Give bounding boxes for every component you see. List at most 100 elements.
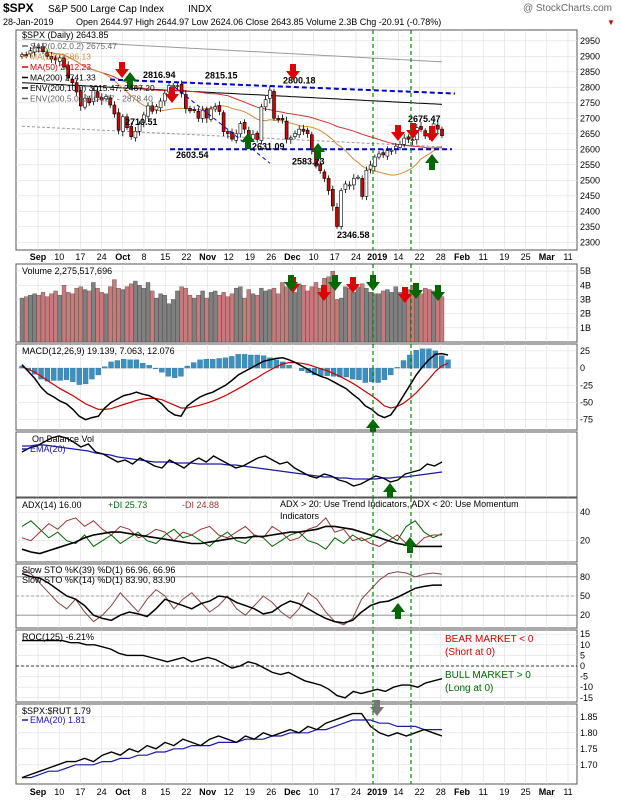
volume-bar — [158, 293, 163, 343]
price-candle — [171, 85, 175, 88]
macd-histogram-bar — [381, 367, 388, 380]
volume-bar — [431, 290, 436, 343]
volume-sell-arrow-icon — [398, 287, 412, 303]
price-label: 2815.15 — [205, 71, 238, 81]
price-candle — [83, 97, 87, 108]
macd-histogram-bar — [343, 367, 349, 378]
price-candle — [79, 90, 83, 107]
volume-sell-arrow-icon — [317, 285, 331, 301]
x-tick-label: 22 — [415, 787, 425, 797]
price-legend-entry: MA(50) 2612.23 — [30, 62, 91, 72]
x-tick-label: 26 — [266, 787, 276, 797]
volume-bar — [263, 290, 268, 343]
price-candle — [192, 109, 196, 111]
price-tick-label: 2550 — [580, 160, 600, 170]
price-candle — [121, 116, 125, 132]
price-candle — [74, 82, 79, 93]
roc-note-title: BULL MARKET > 0 — [445, 670, 531, 681]
ratio-ema-line — [22, 719, 442, 779]
volume-bar — [267, 289, 272, 343]
volume-bar — [103, 293, 109, 343]
volume-bar — [368, 292, 373, 343]
macd-histogram-bar — [438, 355, 445, 369]
price-candle — [125, 116, 129, 128]
volume-bar — [334, 299, 340, 343]
price-candle — [284, 120, 289, 140]
x-tick-label: Oct — [115, 787, 130, 797]
adx-annotation-text-2: Indicators — [280, 511, 320, 521]
volume-bar — [53, 290, 58, 343]
volume-bar — [397, 292, 403, 343]
x-tick-label: 12 — [224, 787, 234, 797]
adx-buy-arrow-icon — [403, 537, 417, 553]
price-candle — [28, 50, 33, 55]
price-candle — [91, 90, 96, 102]
macd-histogram-bar — [140, 363, 146, 369]
sto-fast-line — [21, 569, 443, 626]
price-candle — [381, 152, 386, 156]
volume-bar — [330, 270, 335, 343]
ohlc-readout: Open 2644.97 High 2644.97 Low 2624.06 Cl… — [76, 17, 441, 27]
price-label: 2675.47 — [408, 114, 441, 124]
x-tick-label: Sep — [30, 787, 47, 797]
volume-bar — [439, 296, 445, 343]
volume-bar — [418, 293, 424, 343]
macd-histogram-bar — [82, 367, 89, 385]
roc-title: ROC(125) -6.21% — [22, 632, 94, 642]
price-label: 2346.58 — [337, 230, 370, 240]
x-tick-label: Nov — [199, 252, 216, 262]
sell-arrow-icon — [391, 125, 405, 141]
volume-bar — [112, 279, 117, 343]
volume-bar — [40, 292, 46, 343]
macd-histogram-bar — [216, 358, 222, 369]
price-candle — [326, 178, 331, 191]
price-tick-label: 2400 — [580, 206, 600, 216]
price-candle — [53, 57, 58, 61]
x-tick-label: Oct — [115, 252, 130, 262]
price-candle — [440, 128, 444, 136]
x-tick-label: Mar — [539, 787, 556, 797]
x-tick-label: Nov — [199, 787, 216, 797]
macd-histogram-bar — [248, 354, 254, 369]
volume-bar — [57, 295, 62, 343]
macd-signal-line — [21, 362, 449, 410]
price-candle — [364, 170, 369, 197]
price-candle — [112, 104, 117, 115]
macd-histogram-bar — [114, 360, 121, 369]
sto-slow-label: Slow STO %K(39) %D(1) 66.96, 66.96 — [22, 565, 175, 575]
volume-bar — [24, 296, 29, 343]
price-candle — [36, 46, 41, 49]
macd-histogram-bar — [407, 354, 413, 369]
price-candle — [251, 134, 255, 140]
volume-bar — [242, 297, 247, 343]
volume-bar — [238, 286, 243, 343]
volume-bar — [99, 292, 104, 343]
price-label: 2816.94 — [143, 70, 176, 80]
macd-histogram-bar — [229, 356, 235, 369]
volume-green-arrow-icon — [409, 283, 423, 299]
sto-buy-arrow-icon — [391, 603, 405, 619]
macd-histogram-bar — [222, 357, 229, 369]
volume-bar — [120, 289, 125, 343]
volume-bar — [179, 286, 184, 343]
volume-tick-label: 1B — [580, 323, 591, 333]
volume-bar — [225, 296, 230, 343]
volume-bar — [187, 295, 193, 343]
x-tick-label: 15 — [160, 252, 170, 262]
x-tick-label: 24 — [97, 787, 107, 797]
down-arrow-icon: ▼ — [607, 18, 615, 27]
sto-tick-label: 50 — [580, 591, 590, 601]
price-candle — [137, 123, 142, 132]
price-candle — [49, 56, 54, 60]
price-candle — [70, 78, 75, 83]
x-tick-label: Dec — [284, 252, 301, 262]
x-tick-label: 2019 — [367, 787, 387, 797]
adx-minus-di-label: -DI 24.88 — [182, 500, 219, 510]
sell-arrow-icon — [115, 62, 129, 78]
macd-histogram-bar — [63, 367, 70, 380]
price-candle — [335, 206, 339, 227]
macd-line — [21, 352, 449, 421]
volume-bar — [213, 290, 218, 343]
price-legend-entry: MA(20) 2586.13 — [30, 52, 91, 62]
roc-tick-label: -10 — [580, 682, 593, 692]
